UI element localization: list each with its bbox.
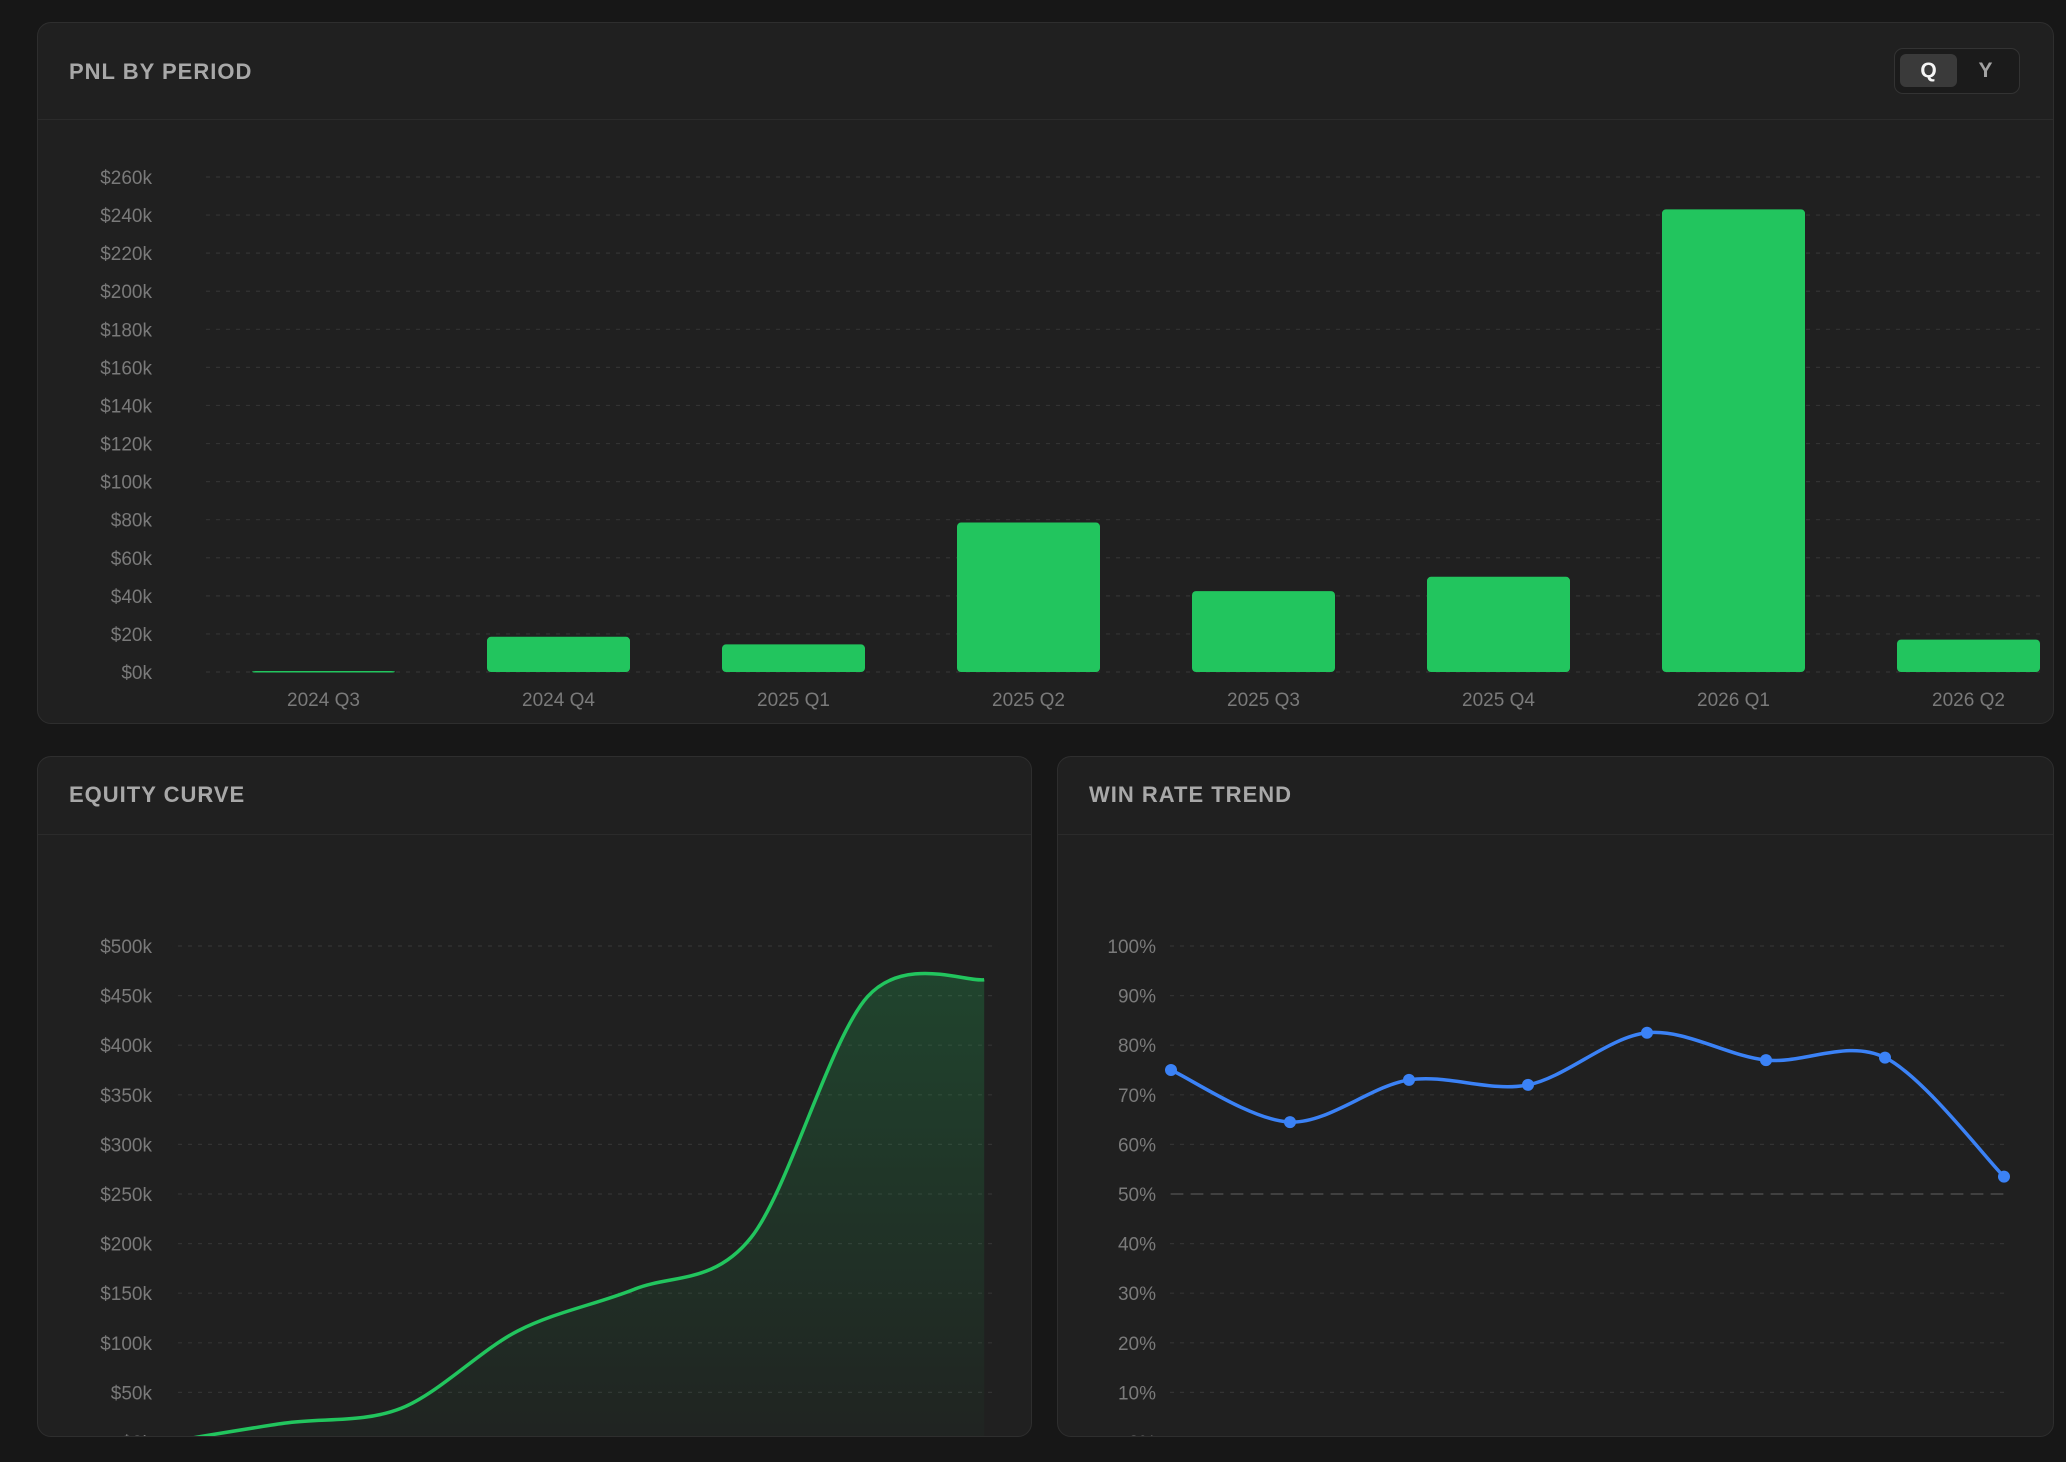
y-tick-label: $350k — [100, 1086, 152, 1107]
pnl-bar — [252, 671, 395, 673]
win-rate-point — [1879, 1051, 1891, 1064]
year-toggle-button[interactable]: Y — [1978, 59, 1993, 82]
quarter-toggle-button[interactable]: Q — [1900, 54, 1957, 87]
y-tick-label: 80% — [1118, 1036, 1156, 1057]
y-tick-label: 60% — [1118, 1135, 1156, 1156]
win-rate-point — [1522, 1078, 1534, 1091]
pnl-bar — [1427, 576, 1570, 672]
y-tick-label: $300k — [100, 1135, 152, 1156]
y-tick-label: 10% — [1118, 1383, 1156, 1404]
y-tick-label: $450k — [100, 987, 152, 1008]
equity-area-fill — [204, 973, 985, 1436]
pnl-bar — [957, 522, 1100, 672]
pnl-bar — [1897, 639, 2040, 672]
y-tick-label: 50% — [1118, 1185, 1156, 1206]
y-tick-label: 30% — [1118, 1284, 1156, 1305]
x-tick-label: 2026 Q2 — [1932, 690, 2005, 711]
y-tick-label: $220k — [100, 244, 152, 265]
win-rate-point — [1165, 1064, 1177, 1076]
period-toggle: Q Y — [1894, 48, 2020, 94]
x-tick-label: 2024 Q4 — [522, 690, 595, 711]
y-tick-label: $200k — [100, 282, 152, 303]
y-tick-label: $60k — [111, 549, 153, 570]
y-tick-label: $260k — [100, 168, 152, 189]
y-tick-label: $100k — [100, 473, 152, 494]
y-tick-label: 70% — [1118, 1086, 1156, 1107]
y-tick-label: $160k — [100, 358, 152, 379]
x-tick-label: 2026 Q1 — [1697, 690, 1770, 711]
x-tick-label: 2025 Q3 — [1227, 690, 1300, 711]
y-tick-label: $140k — [100, 396, 152, 417]
win-rate-point — [1760, 1054, 1772, 1067]
pnl-bar — [1192, 591, 1335, 672]
y-tick-label: $0k — [121, 1433, 152, 1437]
x-tick-label: 2025 Q4 — [1462, 690, 1535, 711]
y-tick-label: $180k — [100, 320, 152, 341]
pnl-panel-title: PNL BY PERIOD — [69, 59, 253, 84]
win-rate-line — [1170, 1030, 2006, 1178]
x-tick-label: 2025 Q2 — [992, 690, 1065, 711]
pnl-bar — [487, 636, 630, 672]
winrate-panel-header: WIN RATE TREND — [1058, 757, 2053, 835]
y-tick-label: $250k — [100, 1185, 152, 1206]
y-tick-label: 0% — [1129, 1433, 1157, 1437]
y-tick-label: $240k — [100, 206, 152, 227]
y-tick-label: $120k — [100, 435, 152, 456]
win-rate-point — [1403, 1073, 1415, 1086]
pnl-by-period-panel: PNL BY PERIOD Q Y $0k $20k $40k $60k $80k $10… — [37, 22, 2054, 724]
equity-curve-panel: EQUITY CURVE $0k $50k $100k $150k $200k $250k… — [37, 756, 1032, 1437]
pnl-bar-chart: $0k $20k $40k $60k $80k $100k $120k $140k $160k $… — [100, 168, 2046, 711]
pnl-bar — [1662, 209, 1805, 672]
y-tick-label: $500k — [100, 937, 152, 958]
winrate-panel-title: WIN RATE TREND — [1089, 782, 1293, 807]
y-tick-label: $150k — [100, 1284, 152, 1305]
pnl-bar — [722, 644, 865, 672]
x-tick-label: 2025 Q1 — [757, 690, 830, 711]
y-tick-label: $40k — [111, 587, 153, 608]
equity-panel-title: EQUITY CURVE — [69, 782, 246, 807]
y-tick-label: $0k — [121, 663, 152, 684]
win-rate-trend-panel: WIN RATE TREND 0% 10% 20% 30% 40% 50% 60% 70% 80… — [1057, 756, 2054, 1437]
y-tick-label: $400k — [100, 1036, 152, 1057]
equity-panel-header: EQUITY CURVE — [38, 757, 1031, 835]
y-tick-label: 40% — [1118, 1235, 1156, 1256]
win-rate-point — [1998, 1170, 2010, 1183]
win-rate-point — [1641, 1026, 1653, 1039]
y-tick-label: 100% — [1107, 937, 1156, 958]
y-tick-label: $80k — [111, 511, 153, 532]
win-rate-point — [1284, 1116, 1296, 1129]
pnl-panel-header: PNL BY PERIOD Q Y — [38, 23, 2053, 120]
y-tick-label: $100k — [100, 1334, 152, 1355]
y-tick-label: 20% — [1118, 1334, 1156, 1355]
y-tick-label: $20k — [111, 625, 153, 646]
y-tick-label: 90% — [1118, 987, 1156, 1008]
y-tick-label: $200k — [100, 1235, 152, 1256]
win-rate-line-chart: 0%10%20%30%40%50%60%70%80%90%100%2024 Q3… — [1107, 937, 2010, 1437]
y-tick-label: $50k — [111, 1383, 153, 1404]
equity-area-chart: $0k $50k $100k $150k $200k $250k $300k $350k $40… — [100, 937, 998, 1437]
x-tick-label: 2024 Q3 — [287, 690, 360, 711]
equity-line — [193, 971, 985, 1436]
